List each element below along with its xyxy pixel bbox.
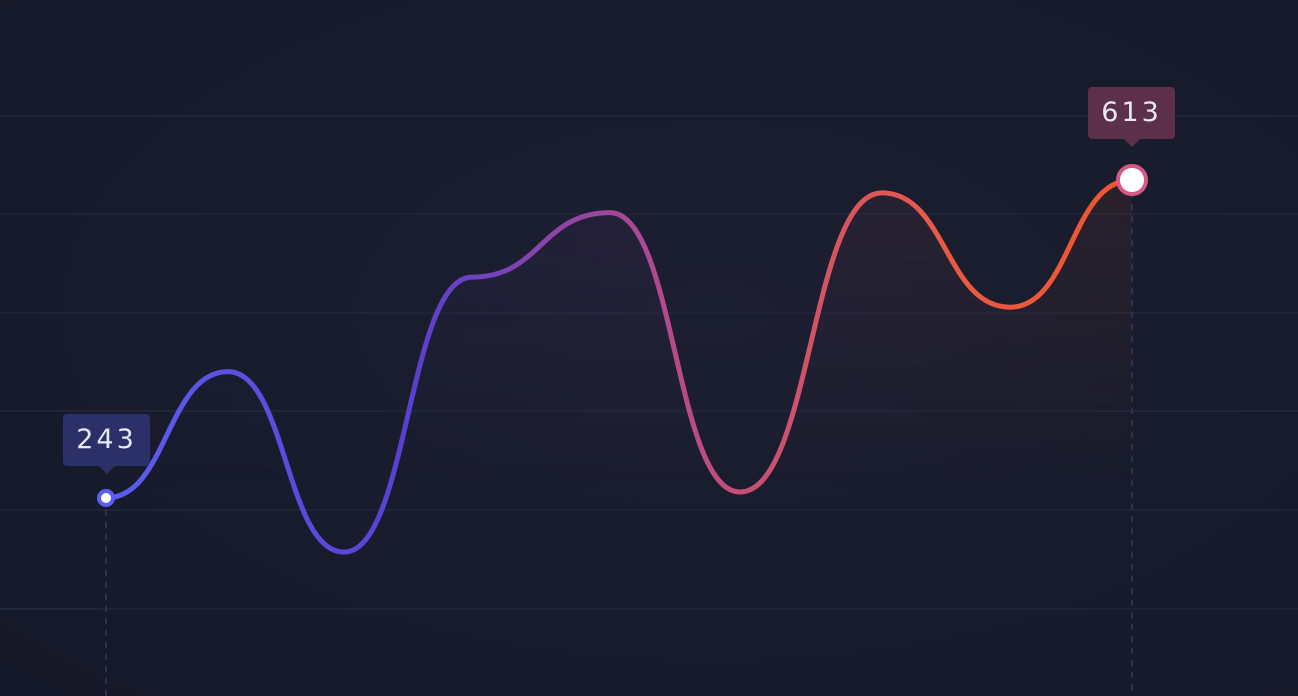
end-point-marker xyxy=(1116,164,1148,196)
area-fill xyxy=(106,180,1132,696)
end-value-label: 613 xyxy=(1088,87,1175,147)
start-point-marker xyxy=(97,489,115,507)
start-value-label: 243 xyxy=(63,414,150,474)
series-line xyxy=(103,177,1135,555)
data-points xyxy=(97,164,1148,507)
